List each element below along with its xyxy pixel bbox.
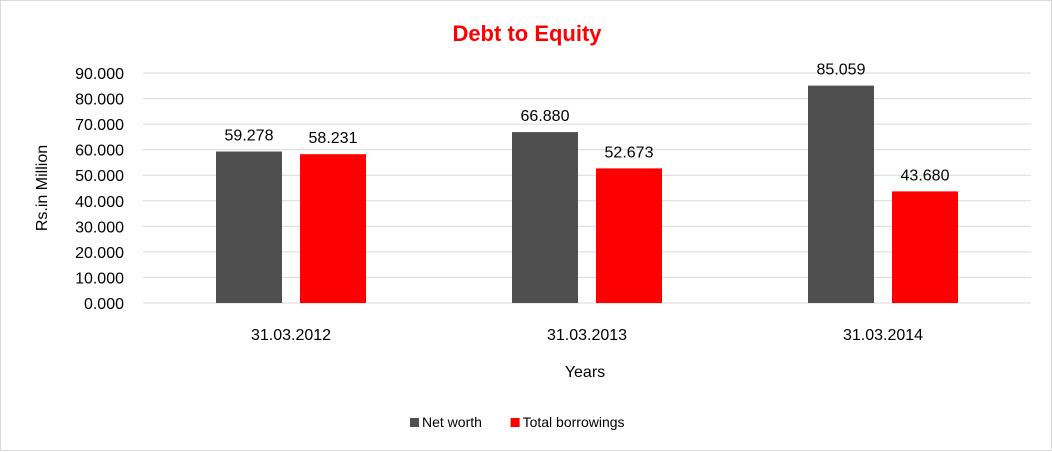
x-axis-title: Years [565, 364, 605, 381]
y-axis-title: Rs.in Million [34, 145, 51, 231]
bars [216, 85, 958, 303]
y-tick-label: 90.000 [75, 66, 124, 83]
y-tick-label: 40.000 [75, 194, 124, 211]
y-tick-label: 20.000 [75, 245, 124, 262]
data-label: 85.059 [817, 62, 866, 79]
gridlines [143, 72, 1031, 304]
data-label: 58.231 [309, 130, 358, 147]
x-tick-label: 31.03.2014 [843, 327, 923, 344]
bar-net-worth [808, 85, 874, 303]
chart-title: Debt to Equity [452, 21, 602, 46]
y-tick-label: 70.000 [75, 117, 124, 134]
legend-swatch [410, 418, 419, 427]
y-tick-label: 10.000 [75, 270, 124, 287]
x-tick-label: 31.03.2012 [251, 327, 331, 344]
legend-label: Total borrowings [523, 414, 625, 430]
bar-net-worth [216, 151, 282, 303]
data-label: 43.680 [901, 167, 950, 184]
y-tick-label: 30.000 [75, 219, 124, 236]
bar-total-borrowings [300, 154, 366, 303]
legend-swatch [510, 418, 520, 427]
bar-net-worth [512, 132, 578, 303]
bar-total-borrowings [596, 168, 662, 303]
y-tick-label: 50.000 [75, 168, 124, 185]
data-label: 59.278 [225, 128, 274, 145]
data-label: 52.673 [605, 144, 654, 161]
legend-label: Net worth [422, 414, 482, 430]
data-label: 66.880 [521, 108, 570, 125]
y-axis-ticks: 0.000 10.000 20.000 30.000 40.000 50.000 60.00… [75, 66, 124, 313]
y-tick-label: 0.000 [84, 296, 124, 313]
legend: Net worth Total borrowings [410, 414, 625, 430]
bar-total-borrowings [892, 191, 958, 303]
data-labels: 59.278 58.231 66.880 52.673 85.059 43.680 [225, 62, 950, 185]
x-tick-label: 31.03.2013 [547, 327, 627, 344]
y-tick-label: 80.000 [75, 92, 124, 109]
x-axis-ticks: 31.03.2012 31.03.2013 31.03.2014 [251, 327, 923, 344]
y-tick-label: 60.000 [75, 143, 124, 160]
